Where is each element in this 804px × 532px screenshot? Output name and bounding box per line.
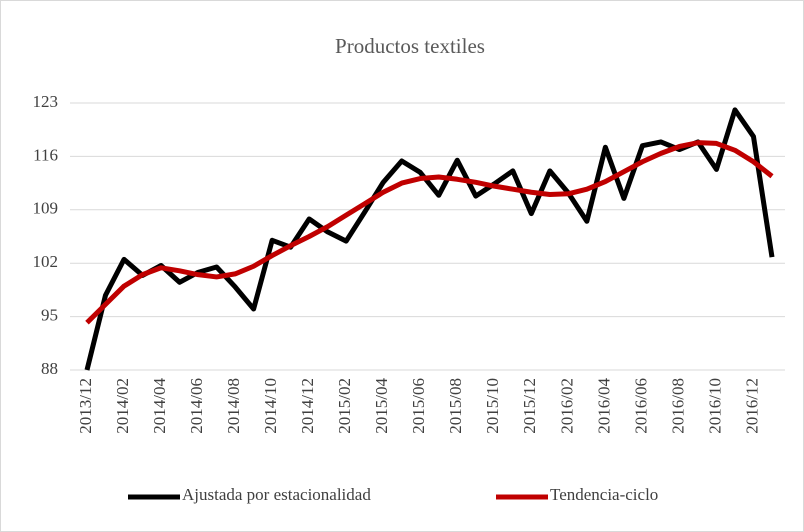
x-tick-label: 2015/02 (335, 378, 354, 434)
x-tick-label: 2014/02 (113, 378, 132, 434)
x-tick-label: 2013/12 (76, 378, 95, 434)
y-tick-label: 95 (41, 306, 58, 325)
x-tick-label: 2014/04 (150, 378, 169, 434)
x-tick-label: 2015/06 (409, 378, 428, 434)
x-tick-label: 2016/02 (557, 378, 576, 434)
x-tick-label: 2015/08 (446, 378, 465, 434)
x-tick-label: 2015/12 (520, 378, 539, 434)
x-tick-label: 2015/10 (483, 378, 502, 434)
series-line (85, 140, 774, 325)
x-tick-label: 2014/06 (187, 378, 206, 434)
y-tick-label: 116 (33, 145, 58, 164)
x-tick-label: 2014/08 (224, 378, 243, 434)
legend-label: Ajustada por estacionalidad (182, 485, 371, 504)
x-tick-label: 2015/04 (372, 378, 391, 434)
y-tick-label: 123 (33, 92, 59, 111)
x-tick-label: 2016/04 (594, 378, 613, 434)
x-tick-label: 2014/12 (298, 378, 317, 434)
legend-label: Tendencia-ciclo (550, 485, 658, 504)
x-tick-label: 2016/12 (742, 378, 761, 434)
y-tick-label: 109 (33, 199, 59, 218)
series-line (84, 107, 775, 371)
chart-title: Productos textiles (335, 34, 485, 58)
x-tick-label: 2016/10 (705, 378, 724, 434)
x-tick-label: 2014/10 (261, 378, 280, 434)
x-tick-label: 2016/06 (631, 378, 650, 434)
y-tick-label: 102 (33, 252, 59, 271)
x-tick-label: 2016/08 (668, 378, 687, 434)
y-tick-label: 88 (41, 359, 58, 378)
